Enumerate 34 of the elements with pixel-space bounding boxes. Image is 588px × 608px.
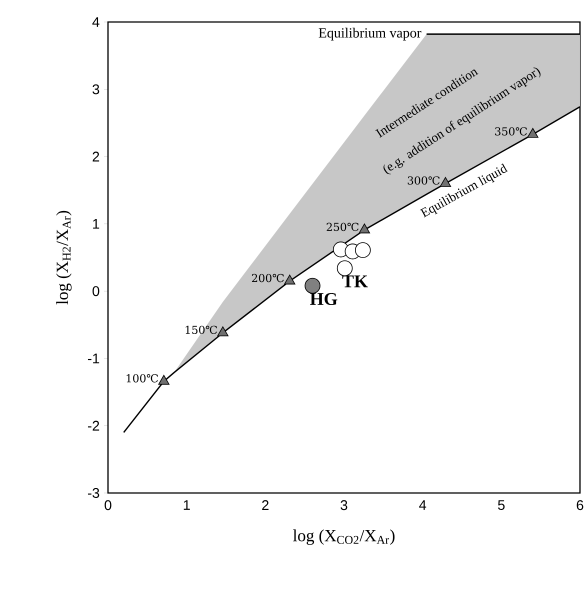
y-tick-label: -1 bbox=[88, 354, 100, 364]
y-tick-label: -3 bbox=[88, 488, 100, 498]
annotation: 200℃ bbox=[252, 274, 284, 282]
annotation: 350℃ bbox=[495, 127, 527, 136]
y-tick-label: 2 bbox=[92, 152, 100, 162]
x-axis-title: log (X$_{CO2}$/X$_{Ar}$) bbox=[293, 529, 395, 545]
y-tick-label: 3 bbox=[92, 84, 100, 94]
x-tick-label: 2 bbox=[262, 500, 269, 510]
annotation: 100℃ bbox=[126, 374, 158, 382]
y-tick-label: 4 bbox=[92, 17, 100, 27]
x-tick-label: 6 bbox=[576, 500, 584, 510]
point bbox=[284, 274, 296, 284]
annotation: 250℃ bbox=[326, 222, 359, 232]
point bbox=[304, 278, 320, 294]
series-label: HG bbox=[310, 292, 338, 306]
x-tick-label: 5 bbox=[498, 500, 505, 510]
y-tick-label: 0 bbox=[92, 286, 100, 296]
y-axis-title: log (X$_{H2}$/X$_{Ar}$) bbox=[56, 210, 72, 304]
y-tick-label: -2 bbox=[88, 420, 100, 431]
annotation: 300℃ bbox=[408, 176, 440, 185]
annotation: Equilibrium vapor bbox=[318, 28, 422, 40]
x-tick-label: 4 bbox=[419, 500, 426, 510]
y-tick-label: 1 bbox=[93, 219, 100, 229]
x-tick-label: 3 bbox=[340, 500, 348, 510]
point bbox=[358, 224, 370, 234]
point bbox=[336, 260, 353, 276]
point bbox=[354, 242, 371, 258]
x-tick-label: 0 bbox=[104, 500, 112, 510]
point bbox=[158, 374, 170, 385]
point bbox=[217, 326, 228, 336]
series-label: TK bbox=[342, 275, 368, 288]
x-tick-label: 1 bbox=[184, 500, 190, 510]
annotation: 150℃ bbox=[186, 326, 217, 334]
point bbox=[527, 128, 538, 138]
